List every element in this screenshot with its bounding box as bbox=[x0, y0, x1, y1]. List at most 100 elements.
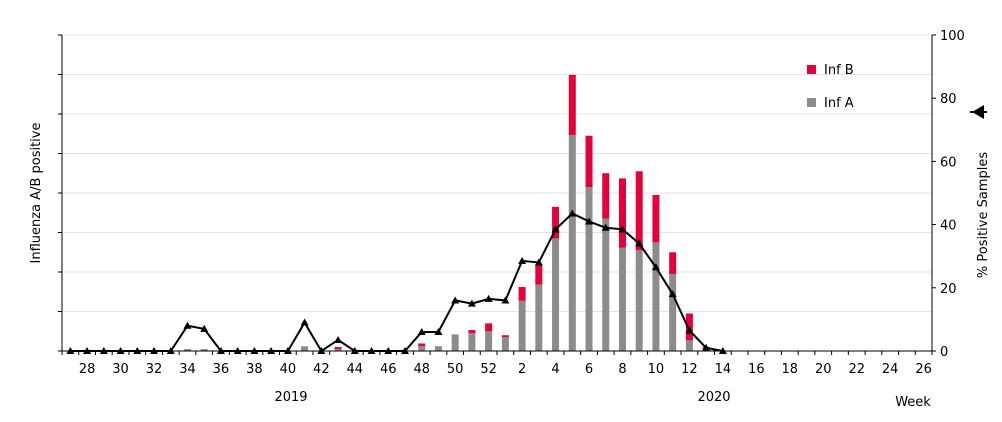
bar-inf-b bbox=[518, 287, 526, 301]
line-point-triangle bbox=[434, 328, 443, 336]
year-label-2019: 2019 bbox=[274, 390, 307, 405]
legend-swatch-inf-a bbox=[807, 98, 816, 107]
line-point-triangle bbox=[334, 335, 343, 343]
x-tick-label: 6 bbox=[585, 362, 593, 377]
bar-inf-a bbox=[635, 250, 643, 351]
bar-inf-b bbox=[618, 178, 626, 248]
x-tick-label: 24 bbox=[882, 362, 899, 377]
line-point-triangle bbox=[702, 343, 711, 351]
x-tick-label: 18 bbox=[782, 362, 799, 377]
bar-inf-b bbox=[652, 194, 660, 243]
x-tick-label: 44 bbox=[347, 362, 364, 377]
bar-inf-a bbox=[669, 273, 677, 351]
right-tick-label: 60 bbox=[940, 155, 957, 170]
bar-inf-a bbox=[183, 349, 191, 351]
bar-inf-b bbox=[418, 343, 426, 347]
line-point-triangle bbox=[518, 256, 527, 264]
x-tick-label: 14 bbox=[715, 362, 732, 377]
line-point-triangle bbox=[417, 328, 426, 336]
bar-inf-a bbox=[200, 349, 208, 351]
line-point-triangle bbox=[484, 294, 493, 302]
right-tick-label: 40 bbox=[940, 219, 957, 234]
x-tick-label: 8 bbox=[618, 362, 626, 377]
x-tick-label: 28 bbox=[79, 362, 96, 377]
line-point-triangle bbox=[183, 321, 192, 329]
line-point-triangle bbox=[618, 225, 627, 233]
line-point-triangle bbox=[300, 318, 309, 326]
x-tick-label: 50 bbox=[447, 362, 464, 377]
x-tick-label: 40 bbox=[280, 362, 297, 377]
x-tick-label: 4 bbox=[551, 362, 559, 377]
line-series-axis-indicator bbox=[970, 105, 987, 119]
positivity-line-group bbox=[66, 209, 727, 354]
bar-inf-a bbox=[652, 242, 660, 351]
line-point-triangle bbox=[501, 296, 510, 304]
x-tick-label: 12 bbox=[681, 362, 698, 377]
bar-inf-a bbox=[602, 218, 610, 351]
left-y-axis-label: Influenza A/B positive bbox=[29, 123, 44, 264]
bar-inf-a bbox=[685, 340, 693, 351]
line-point-triangle bbox=[534, 258, 543, 266]
line-point-triangle bbox=[467, 299, 476, 307]
line-point-triangle bbox=[635, 239, 644, 247]
x-tick-label: 52 bbox=[480, 362, 497, 377]
right-tick-label: 20 bbox=[940, 282, 957, 297]
bar-group bbox=[183, 74, 710, 351]
bar-inf-a bbox=[535, 284, 543, 351]
bar-inf-a bbox=[468, 333, 476, 351]
bar-inf-a bbox=[418, 346, 426, 351]
right-tick-label: 100 bbox=[940, 29, 965, 44]
line-point-triangle bbox=[651, 263, 660, 271]
x-tick-label: 48 bbox=[413, 362, 430, 377]
bar-inf-b bbox=[535, 264, 543, 285]
line-point-triangle bbox=[601, 223, 610, 231]
gridlines bbox=[62, 34, 932, 312]
x-tick-label: 36 bbox=[213, 362, 230, 377]
bar-inf-a bbox=[518, 300, 526, 351]
bar-inf-a bbox=[451, 334, 459, 351]
bar-inf-b bbox=[669, 252, 677, 274]
x-tick-label: 46 bbox=[380, 362, 397, 377]
legend-label-inf-a: Inf A bbox=[824, 96, 854, 111]
line-point-triangle bbox=[685, 326, 694, 334]
x-tick-label: 10 bbox=[648, 362, 665, 377]
year-label-2020: 2020 bbox=[697, 390, 730, 405]
axis-indicator-triangle-icon bbox=[972, 105, 984, 119]
x-tick-label: 34 bbox=[179, 362, 196, 377]
x-tick-label: 16 bbox=[748, 362, 765, 377]
axes bbox=[58, 34, 936, 355]
bar-inf-b bbox=[501, 335, 509, 338]
bar-inf-a bbox=[501, 337, 509, 351]
bar-inf-a bbox=[434, 346, 442, 351]
line-point-triangle bbox=[568, 209, 577, 217]
legend-swatch-inf-b bbox=[807, 65, 816, 74]
bar-inf-b bbox=[468, 330, 476, 334]
line-point-triangle bbox=[668, 290, 677, 298]
x-axis-label: Week bbox=[895, 395, 931, 410]
line-point-triangle bbox=[551, 225, 560, 233]
bar-inf-a bbox=[568, 134, 576, 351]
bar-inf-a bbox=[585, 187, 593, 351]
bar-inf-b bbox=[568, 74, 576, 135]
right-tick-label: 80 bbox=[940, 92, 957, 107]
bar-inf-b bbox=[552, 206, 560, 239]
x-tick-label: 42 bbox=[313, 362, 330, 377]
x-tick-label: 38 bbox=[246, 362, 263, 377]
x-tick-label: 20 bbox=[815, 362, 832, 377]
bar-inf-b bbox=[334, 347, 342, 350]
bar-inf-a bbox=[618, 247, 626, 351]
bar-inf-a bbox=[301, 346, 309, 351]
right-tick-label: 0 bbox=[940, 345, 948, 360]
line-point-triangle bbox=[451, 296, 460, 304]
legend-label-inf-b: Inf B bbox=[824, 63, 854, 78]
x-tick-label: 2 bbox=[518, 362, 526, 377]
bar-inf-a bbox=[485, 331, 493, 351]
bar-inf-a bbox=[552, 238, 560, 351]
x-tick-label: 30 bbox=[112, 362, 129, 377]
bar-inf-b bbox=[585, 135, 593, 188]
bar-inf-b bbox=[602, 173, 610, 219]
x-tick-label: 22 bbox=[848, 362, 865, 377]
